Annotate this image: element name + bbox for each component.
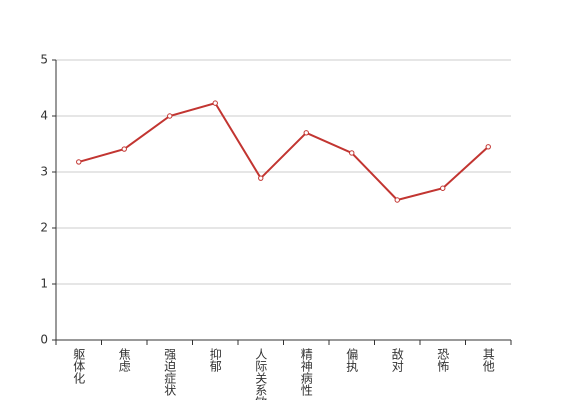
x-tick-label: 恐怖 <box>436 348 450 372</box>
y-tick-label: 4 <box>40 109 48 123</box>
point <box>394 197 400 203</box>
y-tick-label: 5 <box>40 53 48 67</box>
x-tick-label: 敌对 <box>390 347 404 372</box>
y-tick-label: 2 <box>40 221 48 235</box>
point <box>303 130 309 136</box>
y-tick-label: 0 <box>40 333 48 347</box>
point <box>212 100 218 106</box>
point <box>167 113 173 119</box>
x-tick-label: 人际关系敏感 <box>254 348 268 400</box>
x-tick-label: 其他 <box>481 348 495 372</box>
x-tick-label: 躯体化 <box>72 347 86 385</box>
point <box>440 185 446 191</box>
point <box>485 144 491 150</box>
x-tick-label: 抑郁 <box>208 347 222 373</box>
x-tick-label: 焦虑 <box>117 348 131 372</box>
point <box>258 175 264 181</box>
x-tick-label: 强迫症状 <box>163 348 177 396</box>
point <box>76 159 82 165</box>
line <box>78 101 489 202</box>
x-tick-label: 偏执 <box>345 347 359 373</box>
point <box>349 150 355 156</box>
y-tick-label: 3 <box>40 165 48 179</box>
point <box>121 146 127 152</box>
y-tick-label: 1 <box>40 277 48 291</box>
x-tick-label: 精神病性 <box>299 348 313 397</box>
